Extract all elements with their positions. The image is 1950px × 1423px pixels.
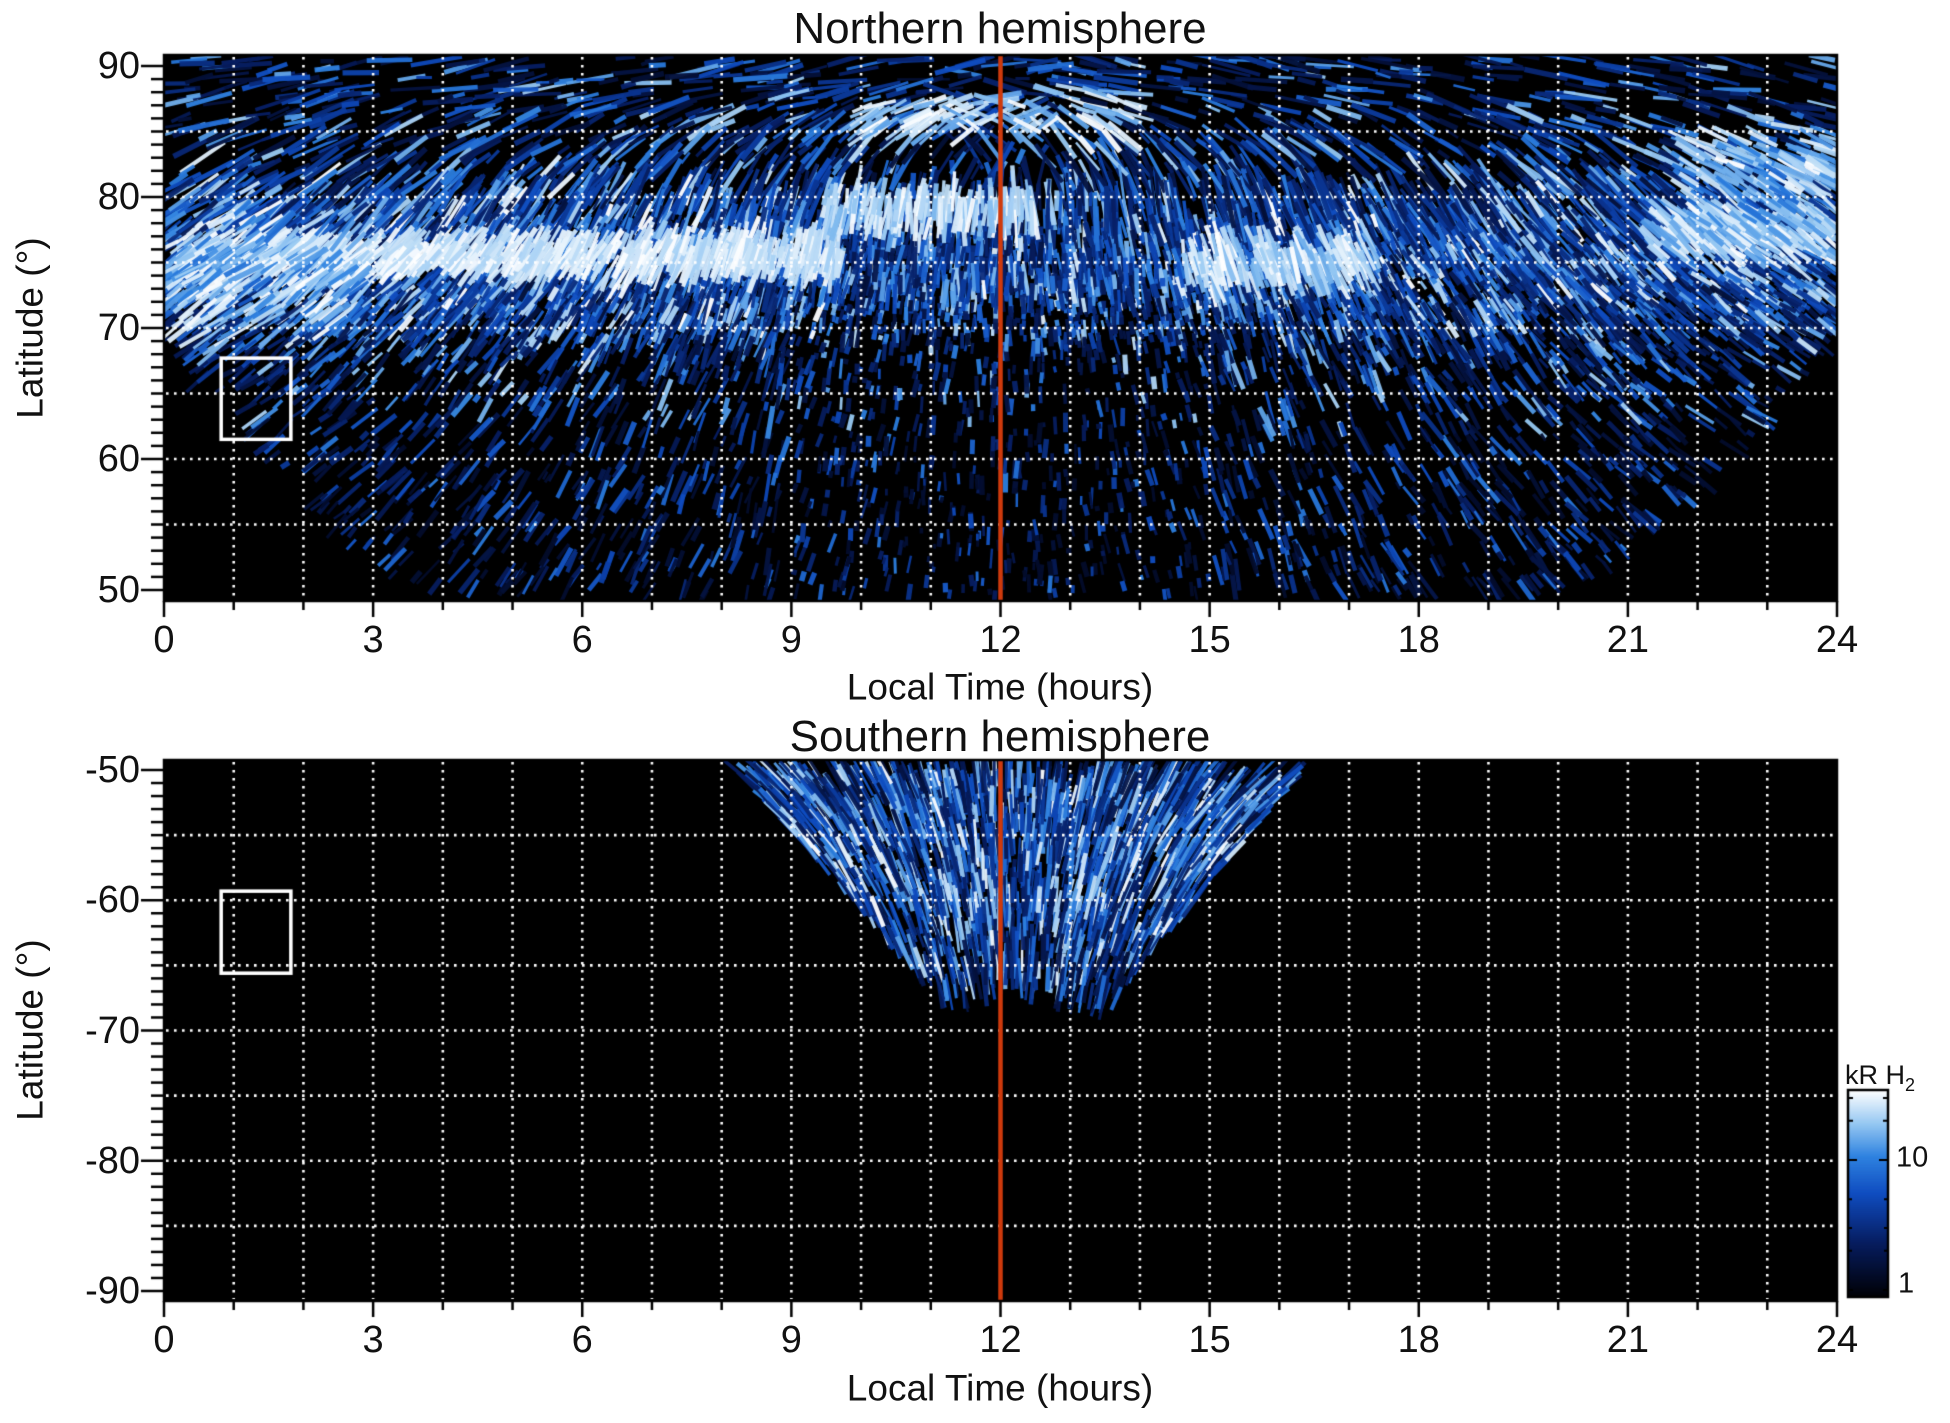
colorbar-title-text: kR H: [1845, 1060, 1905, 1090]
north-x-tick-label: 15: [1188, 619, 1231, 661]
north-x-tick-label: 12: [979, 619, 1022, 661]
south-x-tick-label: 3: [362, 1319, 384, 1361]
south-y-tick-label: -70: [85, 1009, 140, 1052]
north-x-tick-label: 18: [1397, 619, 1440, 661]
colorbar-tick-label-1: 1: [1898, 1267, 1915, 1300]
south-panel-title: Southern hemisphere: [789, 712, 1211, 761]
north-y-axis-label: Latitude (°): [9, 237, 51, 419]
colorbar-title: kR H2: [1845, 1060, 1916, 1095]
north-y-tick-label: 80: [97, 176, 140, 218]
south-x-tick-label: 15: [1188, 1319, 1231, 1361]
south-y-tick-label: -50: [85, 749, 140, 791]
north-x-tick-label: 3: [362, 619, 384, 661]
north-x-tick-label: 0: [153, 619, 175, 661]
north-panel-title: Northern hemisphere: [793, 4, 1207, 53]
south-y-tick-label: -60: [85, 879, 140, 922]
north-x-axis-label: Local Time (hours): [846, 666, 1154, 708]
north-x-tick-label: 6: [571, 619, 593, 661]
south-y-tick-label: -80: [85, 1139, 140, 1182]
colorbar-tick-label-10: 10: [1896, 1141, 1929, 1174]
south-x-tick-label: 24: [1815, 1319, 1859, 1361]
colorbar-title-subscript: 2: [1905, 1075, 1916, 1095]
north-x-tick-label: 21: [1606, 619, 1650, 661]
south-x-tick-label: 12: [979, 1319, 1022, 1361]
north-y-tick-label: 70: [97, 307, 140, 349]
south-x-tick-label: 18: [1397, 1319, 1440, 1361]
south-x-tick-label: 6: [571, 1319, 593, 1361]
north-x-tick-label: 24: [1815, 619, 1859, 661]
south-x-tick-label: 0: [153, 1319, 175, 1361]
south-x-tick-label: 9: [780, 1319, 802, 1361]
north-y-tick-label: 50: [97, 569, 140, 611]
north-x-tick-label: 9: [780, 619, 802, 661]
south-x-axis-label: Local Time (hours): [846, 1367, 1154, 1409]
south-x-tick-label: 21: [1606, 1319, 1650, 1361]
south-y-axis-label: Latitude (°): [9, 939, 51, 1121]
south-y-tick-label: -90: [85, 1270, 140, 1312]
north-y-tick-label: 90: [97, 45, 140, 87]
north-y-tick-label: 60: [97, 438, 140, 480]
